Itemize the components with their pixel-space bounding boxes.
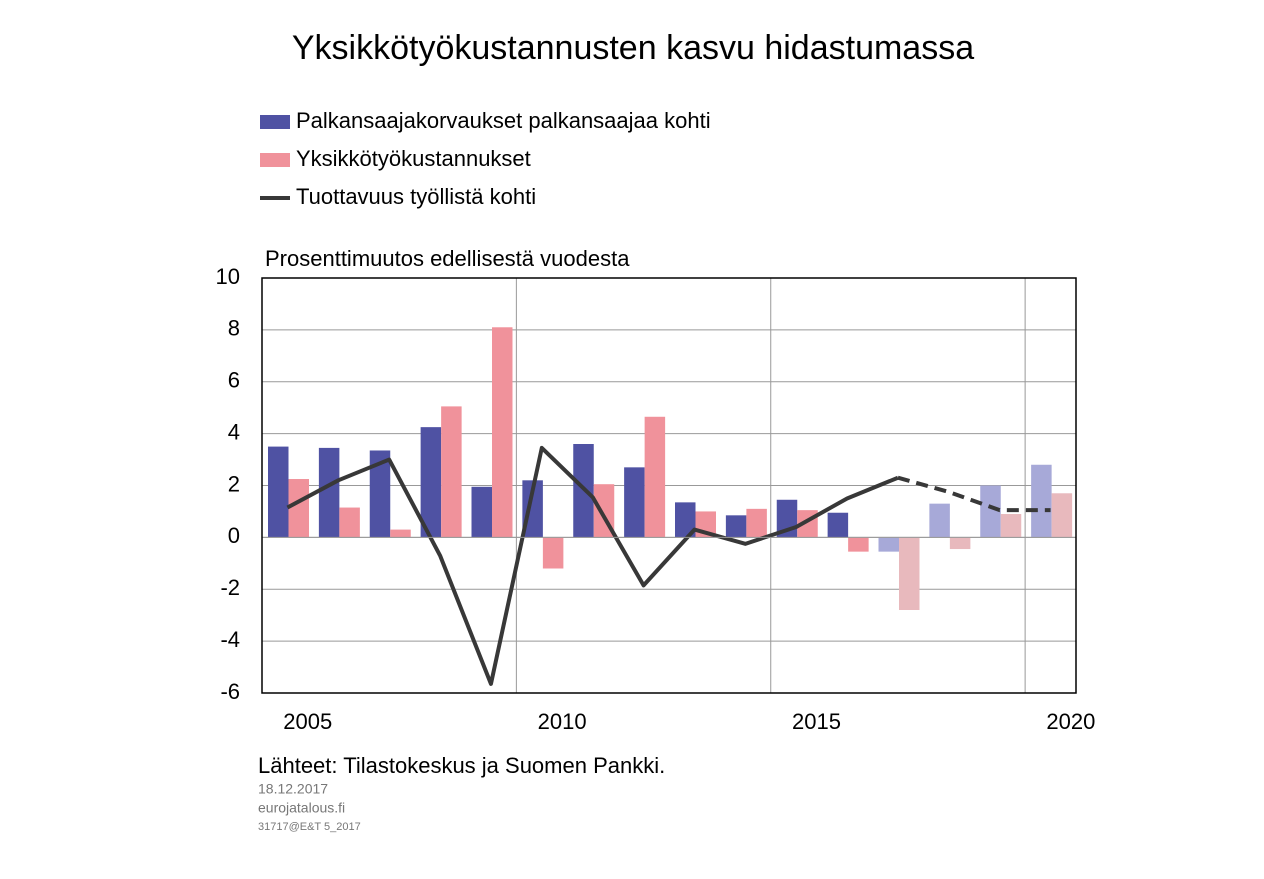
y-axis-label: Prosenttimuutos edellisestä vuodesta — [265, 246, 630, 271]
legend-label: Tuottavuus työllistä kohti — [296, 184, 536, 209]
bar — [624, 467, 645, 538]
note: 31717@E&T 5_2017 — [258, 821, 361, 833]
bar — [949, 537, 971, 550]
x-tick-label: 2015 — [792, 709, 841, 734]
y-tick-label: 0 — [228, 523, 240, 548]
bar — [471, 486, 492, 538]
note: eurojatalous.fi — [258, 800, 345, 816]
bar — [390, 529, 411, 538]
legend-label: Yksikkötyökustannukset — [296, 146, 531, 171]
line-series-forecast — [897, 475, 1051, 513]
y-tick-label: 8 — [228, 316, 240, 341]
bar — [318, 447, 340, 538]
y-tick-label: -2 — [220, 575, 240, 600]
bar — [878, 537, 899, 552]
bar — [644, 416, 666, 538]
x-tick-label: 2020 — [1046, 709, 1095, 734]
legend-label: Palkansaajakorvaukset palkansaajaa kohti — [296, 108, 711, 133]
bar — [1031, 464, 1052, 538]
bar — [339, 507, 360, 538]
x-tick-label: 2005 — [283, 709, 332, 734]
bar — [675, 502, 696, 538]
bar — [929, 503, 950, 538]
y-tick-label: 2 — [228, 471, 240, 496]
bar — [420, 427, 442, 538]
plot-border — [261, 277, 1077, 694]
bar — [1000, 514, 1022, 538]
bar — [899, 537, 920, 610]
y-tick-label: -6 — [220, 679, 240, 704]
note: 18.12.2017 — [258, 781, 328, 797]
bar — [441, 406, 462, 538]
y-tick-label: -4 — [220, 627, 240, 652]
bar — [492, 327, 513, 538]
bar — [369, 450, 391, 538]
bar — [827, 512, 849, 538]
bar — [980, 485, 1001, 538]
source: Lähteet: Tilastokeskus ja Suomen Pankki. — [258, 753, 665, 778]
line-series — [286, 445, 899, 686]
legend-swatch — [260, 153, 290, 167]
bar — [542, 537, 564, 569]
bar — [268, 446, 289, 538]
chart-title: Yksikkötyökustannusten kasvu hidastumass… — [292, 29, 974, 67]
x-tick-label: 2010 — [538, 709, 587, 734]
legend-swatch — [260, 115, 290, 129]
y-tick-label: 10 — [216, 264, 240, 289]
y-tick-label: 6 — [228, 368, 240, 393]
bar — [288, 479, 309, 538]
y-tick-label: 4 — [228, 419, 240, 444]
bar — [1051, 493, 1073, 538]
bar — [746, 508, 767, 538]
bar — [848, 537, 869, 552]
bar — [725, 515, 747, 538]
